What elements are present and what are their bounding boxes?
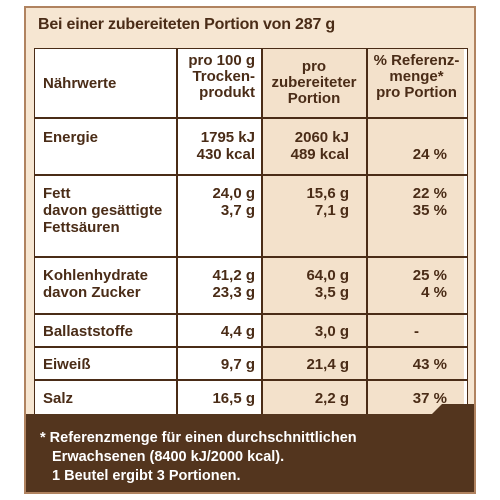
row-portion-fiber: 3,0 g bbox=[314, 323, 349, 340]
row-per100-fat: 24,0 g 3,7 g bbox=[212, 185, 255, 219]
row-portion-fat: 15,6 g 7,1 g bbox=[306, 185, 349, 219]
row-ref-carbs: 25 % 4 % bbox=[412, 267, 447, 301]
header-nutrients: Nährwerte bbox=[43, 75, 117, 92]
divider-h-energy bbox=[35, 174, 467, 176]
row-label-fiber: Ballaststoffe bbox=[43, 323, 134, 340]
divider-v3 bbox=[366, 49, 368, 417]
portion-column-shading bbox=[261, 49, 464, 417]
divider-v1 bbox=[176, 49, 178, 417]
row-portion-salt: 2,2 g bbox=[314, 390, 349, 407]
header-reference: % Referenz- menge* pro Portion bbox=[373, 52, 460, 101]
portion-title: Bei einer zubereiteten Portion von 287 g bbox=[38, 16, 335, 33]
divider-h-carbs bbox=[35, 313, 467, 315]
row-per100-energy: 1795 kJ 430 kcal bbox=[196, 129, 255, 163]
header-per-100g: pro 100 g Trocken- produkt bbox=[188, 52, 255, 101]
row-per100-protein: 9,7 g bbox=[220, 356, 255, 373]
divider-h-fat bbox=[35, 256, 467, 258]
row-ref-protein: 43 % bbox=[412, 356, 447, 373]
row-label-fat: Fett davon gesättigte Fettsäuren bbox=[43, 185, 163, 236]
divider-h-protein bbox=[35, 379, 467, 381]
divider-v2 bbox=[261, 49, 263, 417]
row-per100-carbs: 41,2 g 23,3 g bbox=[212, 267, 255, 301]
nutrition-table: Nährwerte pro 100 g Trocken- produkt pro… bbox=[34, 48, 468, 418]
row-per100-fiber: 4,4 g bbox=[220, 323, 255, 340]
row-ref-salt: 37 % bbox=[412, 390, 447, 407]
footnote-text: * Referenzmenge für einen durchschnittli… bbox=[40, 429, 460, 486]
header-per-portion: pro zubereiteter Portion bbox=[271, 58, 357, 107]
footnote-line-2: Erwachsenen (8400 kJ/2000 kcal). bbox=[52, 449, 285, 465]
row-ref-fat: 22 % 35 % bbox=[412, 185, 447, 219]
row-ref-energy: 24 % bbox=[412, 146, 447, 163]
row-ref-fiber: - bbox=[414, 323, 419, 340]
nutrition-label: Bei einer zubereiteten Portion von 287 g… bbox=[24, 6, 476, 494]
divider-h-header bbox=[35, 117, 467, 119]
row-portion-protein: 21,4 g bbox=[306, 356, 349, 373]
row-portion-carbs: 64,0 g 3,5 g bbox=[306, 267, 349, 301]
row-label-salt: Salz bbox=[43, 390, 74, 407]
footnote-line-3: 1 Beutel ergibt 3 Portionen. bbox=[52, 468, 241, 484]
row-portion-energy: 2060 kJ 489 kcal bbox=[290, 129, 349, 163]
row-label-carbs: Kohlenhydrate davon Zucker bbox=[43, 267, 149, 301]
row-label-protein: Eiweiß bbox=[43, 356, 91, 373]
footnote-line-1: * Referenzmenge für einen durchschnittli… bbox=[40, 430, 357, 446]
row-per100-salt: 16,5 g bbox=[212, 390, 255, 407]
footnote-band: * Referenzmenge für einen durchschnittli… bbox=[26, 414, 474, 492]
row-label-energy: Energie bbox=[43, 129, 99, 146]
divider-h-fiber bbox=[35, 346, 467, 348]
